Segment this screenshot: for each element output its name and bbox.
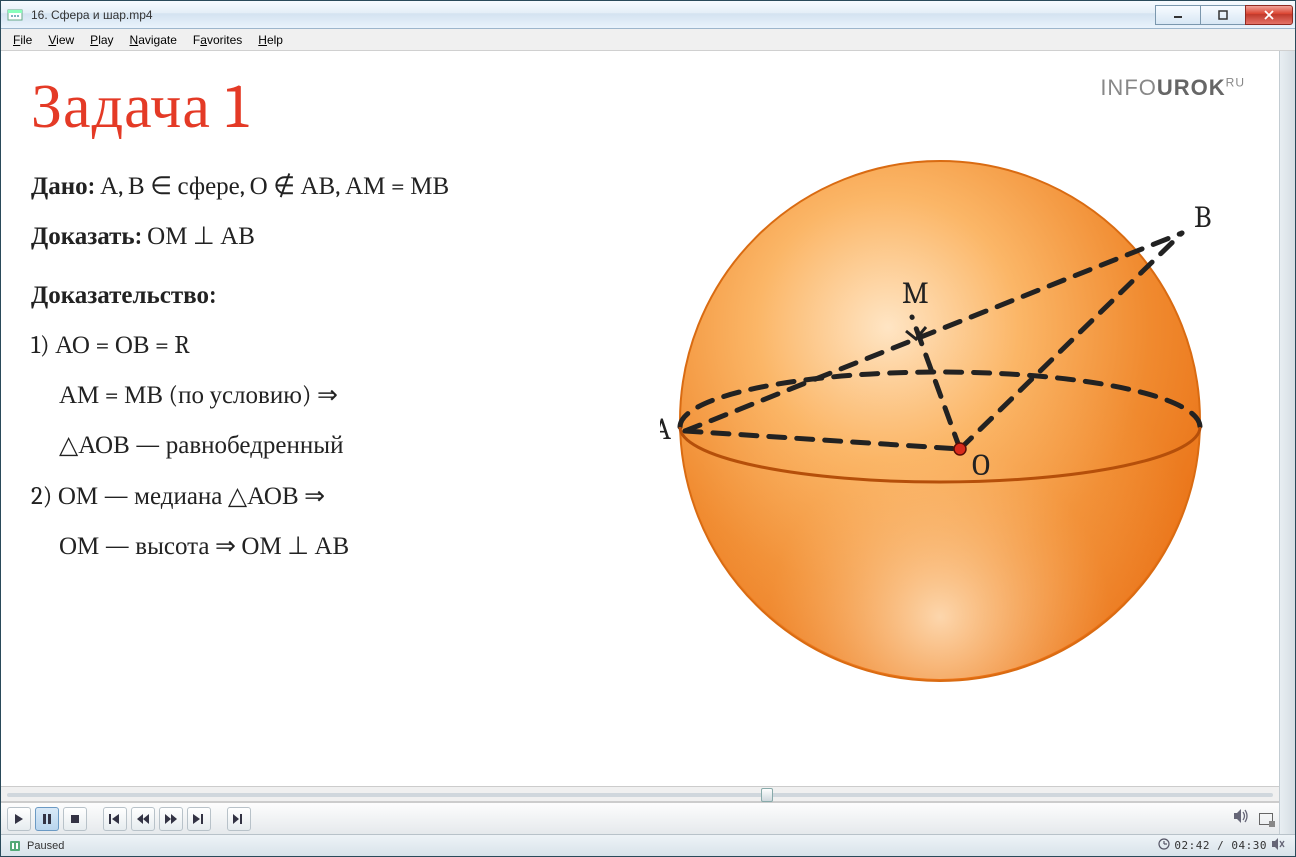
time-display: 02:42 / 04:30 xyxy=(1174,839,1267,852)
svg-text:O: O xyxy=(972,448,990,483)
watermark: INFOUROKRU xyxy=(1100,75,1245,101)
slide: Задача 1 Дано: А, В ∈ сфере, О ∉ АВ, АМ … xyxy=(1,51,1279,786)
proof-step2: 2) ОМ — медиана △АОВ ⇒ xyxy=(31,479,630,515)
svg-text:A: A xyxy=(660,412,671,447)
slide-text: Задача 1 Дано: А, В ∈ сфере, О ∉ АВ, АМ … xyxy=(31,71,640,766)
menu-file[interactable]: File xyxy=(5,31,40,49)
scrollbar[interactable] xyxy=(1279,51,1295,834)
seek-bar[interactable] xyxy=(1,786,1279,802)
given-text: А, В ∈ сфере, О ∉ АВ, АМ = МВ xyxy=(95,172,450,201)
watermark-left: INFO xyxy=(1100,75,1157,100)
app-icon xyxy=(7,7,23,23)
fullscreen-button[interactable] xyxy=(1259,813,1273,825)
given-label: Дано: xyxy=(31,172,95,201)
watermark-mid: UROK xyxy=(1157,75,1226,100)
prove-label: Доказать: xyxy=(31,222,142,251)
menu-view[interactable]: View xyxy=(40,31,82,49)
volume-icon[interactable] xyxy=(1233,809,1249,828)
mute-icon[interactable] xyxy=(1271,838,1285,853)
menu-play[interactable]: Play xyxy=(82,31,121,49)
proof-step1b: АМ = МВ (по условию) ⇒ xyxy=(31,378,630,414)
proof-label: Доказательство: xyxy=(31,278,630,314)
rewind-button[interactable] xyxy=(131,807,155,831)
next-track-button[interactable] xyxy=(187,807,211,831)
forward-button[interactable] xyxy=(159,807,183,831)
app-window: 16. Сфера и шар.mp4 File View Play Navig… xyxy=(0,0,1296,857)
menu-help[interactable]: Help xyxy=(250,31,291,49)
proof-step1: 1) АО = ОВ = R xyxy=(31,328,630,364)
slide-heading: Задача 1 xyxy=(31,71,630,143)
given-line: Дано: А, В ∈ сфере, О ∉ АВ, АМ = МВ xyxy=(31,169,630,205)
pause-button[interactable] xyxy=(35,807,59,831)
slide-diagram: A B M O xyxy=(640,71,1249,766)
status-icon xyxy=(7,838,23,854)
sphere-diagram: A B M O xyxy=(660,131,1220,711)
svg-text:B: B xyxy=(1194,200,1211,235)
prove-line: Доказать: ОМ ⊥ АВ xyxy=(31,219,630,255)
seek-track xyxy=(7,793,1273,797)
status-bar: Paused 02:42 / 04:30 xyxy=(1,834,1295,856)
status-text: Paused xyxy=(27,840,64,852)
titlebar[interactable]: 16. Сфера и шар.mp4 xyxy=(1,1,1295,29)
menu-favorites[interactable]: Favorites xyxy=(185,31,250,49)
proof-step2b: ОМ — высота ⇒ ОМ ⊥ АВ xyxy=(31,529,630,565)
watermark-sup: RU xyxy=(1226,76,1245,90)
svg-text:M: M xyxy=(902,276,929,311)
minimize-button[interactable] xyxy=(1155,5,1201,25)
video-area[interactable]: Задача 1 Дано: А, В ∈ сфере, О ∉ АВ, АМ … xyxy=(1,51,1279,786)
playback-controls xyxy=(1,802,1279,834)
close-button[interactable] xyxy=(1245,5,1293,25)
prove-text: ОМ ⊥ АВ xyxy=(142,222,255,251)
window-title: 16. Сфера и шар.mp4 xyxy=(29,8,1156,22)
proof-step1c: △АОВ — равнобедренный xyxy=(31,428,630,464)
prev-track-button[interactable] xyxy=(103,807,127,831)
menubar: File View Play Navigate Favorites Help xyxy=(1,29,1295,51)
window-buttons xyxy=(1156,5,1293,25)
play-button[interactable] xyxy=(7,807,31,831)
menu-navigate[interactable]: Navigate xyxy=(122,31,185,49)
maximize-button[interactable] xyxy=(1200,5,1246,25)
stop-button[interactable] xyxy=(63,807,87,831)
frame-step-button[interactable] xyxy=(227,807,251,831)
clock-icon xyxy=(1158,838,1170,853)
seek-handle[interactable] xyxy=(761,788,773,802)
